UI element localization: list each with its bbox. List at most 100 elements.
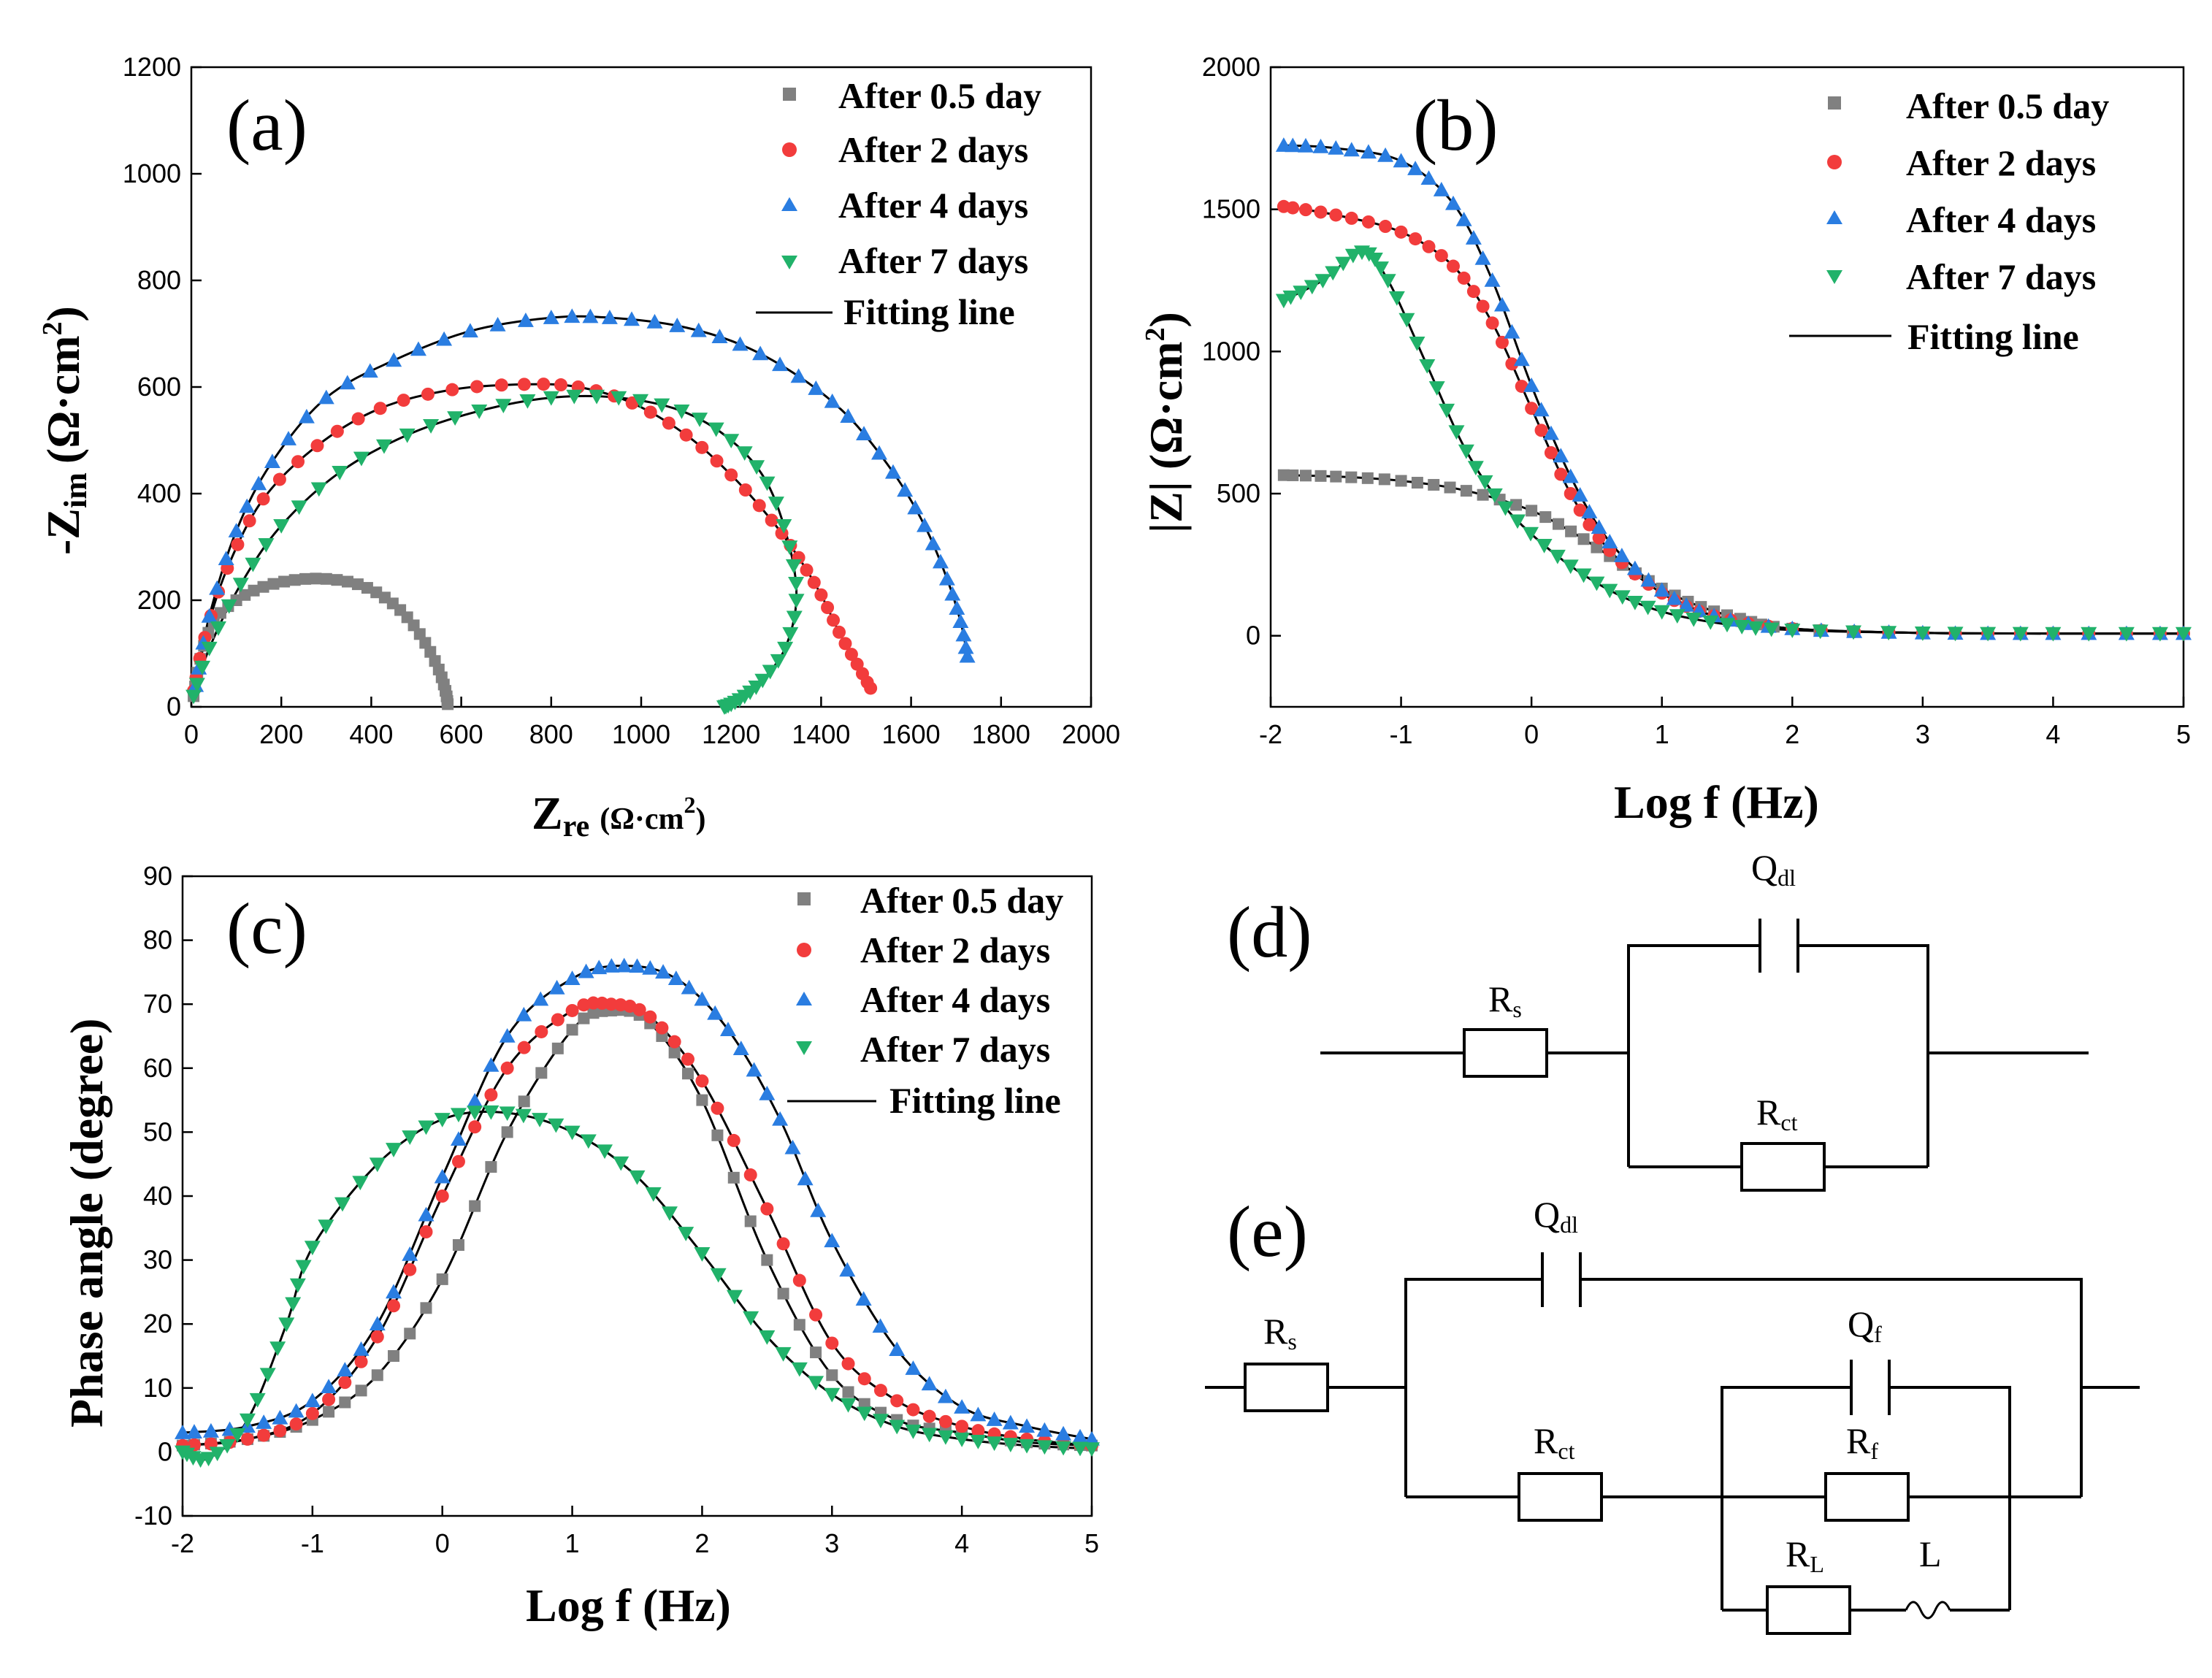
legend-item-after-7-days: After 7 days	[796, 1029, 1050, 1070]
data-point-circle	[710, 454, 724, 468]
data-point-square	[777, 1287, 789, 1300]
data-point-circle	[873, 1384, 887, 1398]
x-tick-label: 2000	[1062, 719, 1120, 749]
panel-a-legend: After 0.5 day After 2 days After 4 days …	[756, 75, 1041, 332]
data-point-triangle-up	[1072, 1428, 1089, 1444]
data-point-triangle-down	[499, 1106, 516, 1122]
y-tick-label: 600	[137, 372, 181, 402]
x-tick-label: 5	[2176, 719, 2191, 749]
data-point-triangle-down	[259, 1368, 276, 1383]
panel-c-label: (c)	[226, 888, 307, 969]
data-point-triangle-down	[1372, 261, 1389, 276]
data-point-triangle-down	[1344, 248, 1361, 264]
data-point-triangle-down	[1388, 291, 1405, 306]
label-rl: RL	[1786, 1533, 1824, 1577]
data-point-triangle-down	[613, 1156, 629, 1171]
data-point-triangle-up	[386, 1284, 402, 1299]
data-point-square	[1378, 473, 1390, 486]
data-point-triangle-down	[532, 1113, 548, 1127]
data-point-square	[1287, 469, 1299, 481]
data-point-circle	[681, 1052, 694, 1066]
data-point-triangle-down	[768, 497, 784, 511]
legend-marker-triangle-down	[796, 1041, 812, 1055]
data-point-triangle-down	[1614, 590, 1631, 605]
data-point-circle	[1447, 259, 1460, 273]
data-point-triangle-down	[654, 398, 670, 413]
data-point-circle	[938, 1414, 952, 1428]
data-point-square	[810, 1346, 822, 1359]
data-point-triangle-down	[239, 1413, 256, 1428]
legend-label: After 4 days	[860, 979, 1050, 1020]
data-point-square	[578, 1012, 590, 1024]
data-point-circle	[1379, 220, 1393, 234]
data-point-triangle-down	[872, 1414, 889, 1429]
data-point-triangle-down	[749, 460, 765, 475]
data-point-triangle-down	[2045, 627, 2062, 642]
data-point-triangle-down	[710, 1268, 727, 1283]
data-point-circle	[387, 1299, 401, 1313]
data-point-triangle-up	[272, 1409, 288, 1425]
data-point-triangle-down	[785, 559, 802, 574]
legend-label: After 7 days	[838, 240, 1028, 281]
data-point-triangle-down	[759, 1330, 776, 1345]
data-point-triangle-up	[298, 408, 315, 424]
data-point-triangle-down	[1575, 568, 1592, 583]
data-point-triangle-down	[200, 1452, 217, 1467]
data-point-circle	[814, 588, 828, 602]
data-point-triangle-up	[548, 979, 565, 995]
data-point-triangle-down	[1784, 624, 1801, 638]
data-point-triangle-up	[1433, 182, 1450, 196]
panel-c-y-ticks: -10 0 10 20 30 40 50 60 70 80 90	[134, 861, 193, 1530]
panel-e-equivalent-circuit: (e) Rs Qdl Qf Rct Rf RL	[1205, 1191, 2140, 1635]
data-point-triangle-down	[1304, 280, 1320, 295]
legend-label: After 7 days	[860, 1029, 1050, 1070]
data-point-triangle-up	[616, 957, 632, 973]
data-point-triangle-up	[353, 1341, 370, 1356]
data-point-circle	[273, 1424, 287, 1438]
data-point-triangle-up	[1343, 142, 1360, 157]
data-point-triangle-up	[1445, 195, 1461, 210]
data-point-square	[420, 1302, 432, 1314]
data-point-triangle-up	[256, 1414, 272, 1429]
data-point-triangle-up	[746, 1062, 762, 1077]
data-point-triangle-up	[321, 1379, 337, 1394]
data-point-triangle-down	[808, 1376, 824, 1391]
data-point-circle	[833, 625, 846, 639]
data-point-triangle-down	[295, 1260, 312, 1275]
data-point-triangle-up	[578, 963, 594, 978]
data-point-circle	[838, 637, 852, 651]
data-point-triangle-down	[194, 660, 211, 675]
data-point-circle	[470, 380, 484, 394]
data-point-triangle-down	[1072, 1441, 1089, 1457]
data-point-circle	[632, 1003, 646, 1016]
data-point-circle	[1554, 467, 1568, 481]
label-rf: Rf	[1846, 1420, 1878, 1464]
data-point-circle	[800, 563, 814, 577]
data-point-triangle-down	[1398, 313, 1415, 328]
data-point-triangle-down	[1845, 625, 1861, 640]
data-point-circle	[864, 681, 878, 695]
data-point-triangle-down	[937, 1430, 954, 1445]
data-point-square	[535, 1067, 548, 1079]
data-point-triangle-up	[209, 580, 226, 595]
data-point-triangle-up	[280, 431, 297, 445]
data-point-triangle-down	[201, 641, 218, 656]
data-point-triangle-up	[402, 1246, 418, 1261]
data-point-square	[361, 582, 373, 594]
data-point-triangle-up	[707, 1005, 724, 1020]
data-point-triangle-down	[673, 405, 690, 419]
legend-marker-triangle-up	[1826, 210, 1842, 224]
panel-b-label: (b)	[1413, 85, 1499, 166]
data-point-triangle-down	[375, 439, 392, 454]
data-point-triangle-down	[291, 500, 307, 516]
data-point-triangle-up	[1591, 519, 1607, 535]
data-point-triangle-up	[907, 499, 924, 515]
panel-a-label: (a)	[226, 85, 307, 166]
data-point-triangle-down	[1702, 615, 1719, 630]
data-point-square	[1477, 489, 1489, 501]
data-point-circle	[1314, 205, 1328, 219]
data-point-triangle-up	[669, 318, 686, 332]
y-tick-label: 1500	[1202, 194, 1260, 224]
data-point-square	[267, 578, 280, 590]
data-point-square	[239, 589, 251, 601]
